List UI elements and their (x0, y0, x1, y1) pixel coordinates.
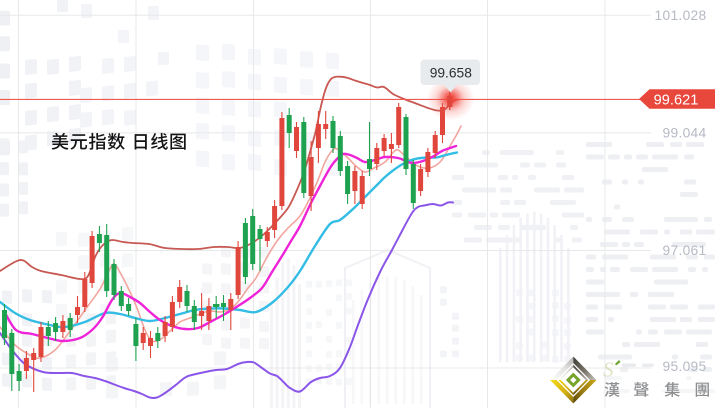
svg-text:97.061: 97.061 (663, 243, 707, 258)
svg-text:99.044: 99.044 (663, 126, 707, 141)
svg-text:95.095: 95.095 (663, 359, 707, 374)
svg-text:S: S (603, 358, 614, 382)
svg-text:99.658: 99.658 (430, 65, 473, 80)
svg-text:99.621: 99.621 (654, 92, 699, 108)
svg-text:101.028: 101.028 (655, 8, 707, 23)
